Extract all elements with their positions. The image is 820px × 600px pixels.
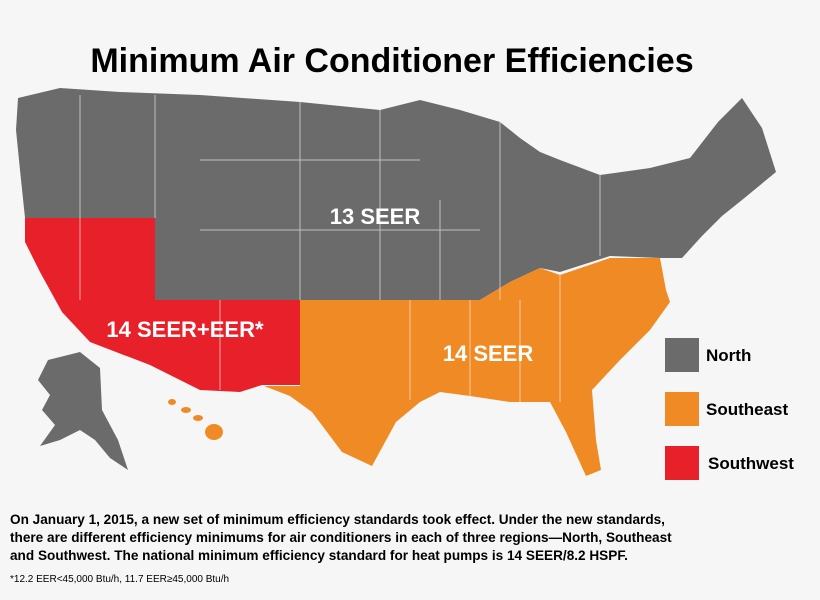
footnote: *12.2 EER<45,000 Btu/h, 11.7 EER≥45,000 … <box>10 574 229 585</box>
southwest-label: 14 SEER+EER* <box>106 317 264 342</box>
southwest-region <box>25 218 300 392</box>
southeast-label: 14 SEER <box>443 341 534 366</box>
southeast-region <box>264 258 670 476</box>
body-text: there are different efficiency minimums … <box>10 530 672 545</box>
alaska <box>38 352 128 470</box>
state-borders <box>79 95 601 402</box>
north-region <box>16 88 776 300</box>
north-label: 13 SEER <box>330 204 421 229</box>
legend-label: North <box>706 346 751 365</box>
legend-swatch <box>665 392 699 426</box>
title: Minimum Air Conditioner Efficiencies <box>90 42 693 80</box>
legend-swatch <box>665 446 699 480</box>
legend-label: Southwest <box>708 454 794 473</box>
hawaii <box>168 399 223 440</box>
legend-label: Southeast <box>706 400 789 419</box>
legend-swatch <box>665 338 699 372</box>
body-text: On January 1, 2015, a new set of minimum… <box>10 512 665 527</box>
body-text: and Southwest. The national minimum effi… <box>10 548 628 563</box>
